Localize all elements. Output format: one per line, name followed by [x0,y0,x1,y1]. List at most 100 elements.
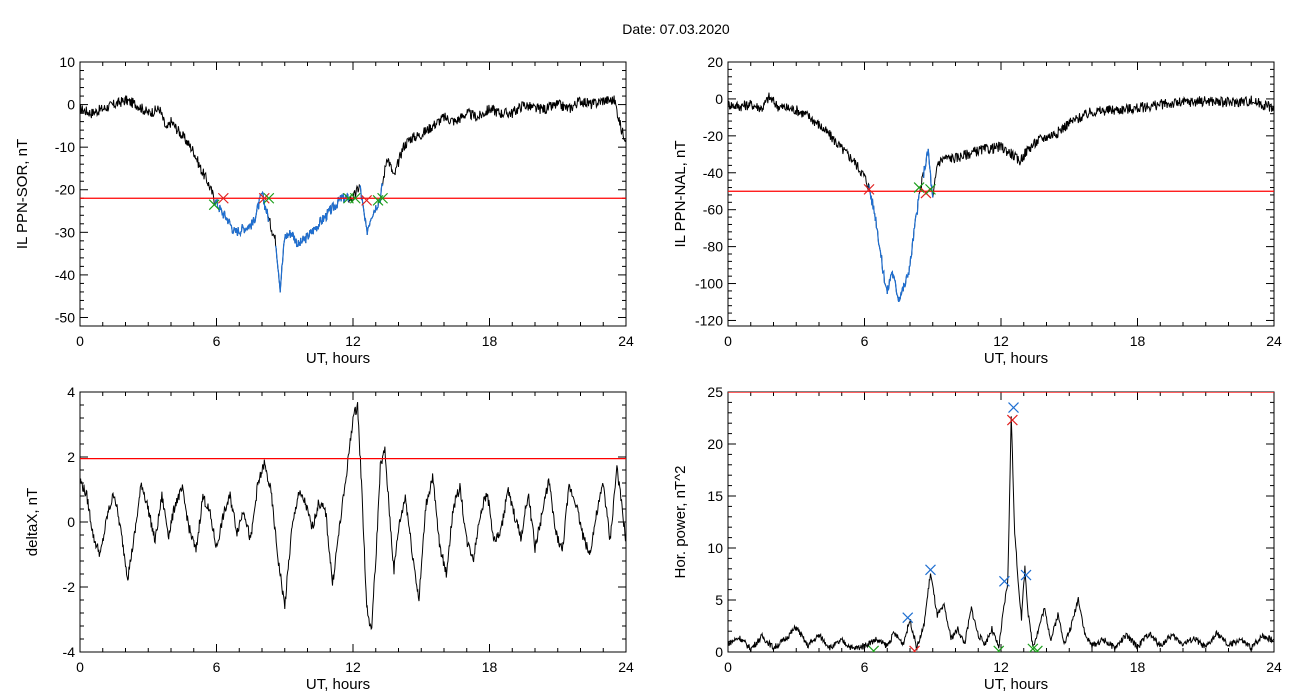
x-tick-label: 0 [76,333,84,349]
marker-stroke [258,192,270,204]
marker-x [1008,402,1019,414]
y-axis-label: IL PPN-NAL, nT [672,141,689,248]
y-tick-label: -10 [55,139,75,155]
y-tick-label: -50 [55,309,75,325]
marker-x [993,645,1005,652]
plot-area [728,92,1274,302]
x-tick-label: 18 [1130,659,1146,675]
marker-stroke [1020,569,1032,581]
x-tick-label: 0 [76,659,84,675]
marker-x [925,183,936,195]
marker-stroke [998,575,1010,587]
data-trace [728,92,1274,302]
x-tick-label: 0 [724,659,732,675]
marker-stroke [208,199,220,211]
y-tick-label: -100 [695,276,723,292]
marker-stroke [377,192,388,204]
x-axis-label: UT, hours [984,350,1048,367]
y-tick-label: 20 [707,436,723,452]
marker-stroke [863,183,875,195]
chart-il-ppn-sor: 0 6 12 18 24 10 0 -10 -20 -30 -40 -50 UT, hours IL PP… [14,54,634,367]
y-tick-label: -30 [55,224,75,240]
marker-x [925,564,936,576]
y-tick-label: -40 [55,267,75,283]
marker-stroke [1006,414,1018,426]
y-tick-label: -60 [703,202,723,218]
highlight-segment [868,184,920,302]
marker-stroke [912,645,920,652]
marker-x [863,183,875,195]
data-trace [80,402,626,631]
y-tick-label: -20 [703,128,723,144]
y-tick-label: 4 [67,384,75,400]
marker-stroke [871,645,880,652]
plot-frame [727,391,1275,653]
marker-x [909,645,920,652]
x-tick-label: 24 [618,333,634,349]
marker-x [913,182,925,193]
y-tick-label: 20 [707,54,723,70]
highlight-segment [923,148,934,198]
marker-stroke [913,182,925,193]
y-tick-label: -4 [63,644,76,660]
y-tick-label: 0 [67,514,75,530]
y-tick-label: 15 [707,488,723,504]
y-tick-label: 10 [59,54,75,70]
x-tick-label: 12 [345,333,361,349]
chart-il-ppn-nal: 0 6 12 18 24 20 0 -20 -40 -60 -80 -100 -120 UT, hours… [672,54,1282,367]
marker-stroke [361,194,373,206]
x-tick-label: 24 [1266,659,1282,675]
x-tick-label: 12 [993,333,1009,349]
y-tick-label: 0 [715,91,723,107]
y-tick-label: 10 [707,540,723,556]
y-tick-label: 0 [715,644,723,660]
y-tick-label: -40 [703,165,723,181]
highlight-segment [275,192,349,293]
marker-stroke [217,192,229,204]
marker-stroke [920,187,932,199]
marker-x [902,612,914,624]
marker-stroke [1008,402,1019,414]
y-axis-label: Hor. power, nT^2 [672,466,689,579]
x-tick-label: 12 [993,659,1009,675]
marker-x [361,194,373,206]
page-title: Date: 07.03.2020 [622,21,730,37]
marker-stroke [925,183,936,195]
marker-x [920,187,932,199]
marker-x [208,199,220,211]
marker-x [998,575,1010,587]
marker-x [1031,645,1043,652]
data-trace [728,416,1274,652]
x-tick-label: 6 [861,659,869,675]
x-axis-label: UT, hours [306,350,370,367]
x-tick-label: 12 [345,659,361,675]
marker-x [217,192,229,204]
x-tick-label: 0 [724,333,732,349]
plot-area [728,392,1274,652]
highlight-segment [359,183,384,235]
marker-x [349,192,361,204]
marker-x [1006,414,1018,426]
y-tick-label: 25 [707,384,723,400]
plot-area [80,402,626,631]
marker-x [1027,643,1039,652]
y-axis-label: deltaX, nT [24,488,41,556]
x-tick-label: 6 [213,659,221,675]
chart-hor-power: 0 6 12 18 24 0 5 10 15 20 25 UT, hours Hor. power, n… [672,384,1282,693]
marker-stroke [996,645,1005,652]
marker-x [263,192,275,204]
y-tick-label: 2 [67,449,75,465]
marker-stroke [925,564,936,576]
x-tick-label: 6 [213,333,221,349]
y-tick-label: 0 [67,97,75,113]
marker-x [1020,569,1032,581]
plot-frame [79,391,627,653]
chart-deltax: 0 6 12 18 24 4 2 0 -2 -4 UT, hours deltaX, nT [24,384,634,693]
y-tick-label: -120 [695,312,723,328]
x-tick-label: 24 [618,659,634,675]
marker-stroke [1035,645,1043,652]
y-axis-label: IL PPN-SOR, nT [14,139,31,249]
marker-x [258,192,270,204]
